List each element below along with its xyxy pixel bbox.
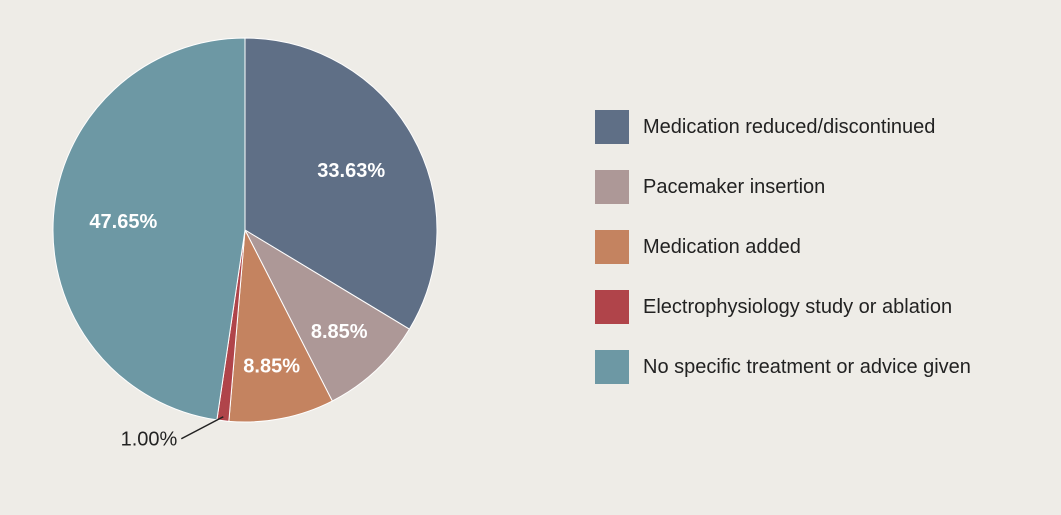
legend-swatch: [595, 290, 629, 324]
legend-item: Electrophysiology study or ablation: [595, 290, 971, 324]
legend-label: Pacemaker insertion: [643, 175, 826, 198]
legend: Medication reduced/discontinued Pacemake…: [595, 110, 971, 410]
legend-label: Medication reduced/discontinued: [643, 115, 936, 138]
legend-label: No specific treatment or advice given: [643, 355, 971, 378]
pie-chart: 33.63% 8.85% 8.85% 1.00% 47.65%: [52, 37, 438, 451]
pie-slices: [52, 37, 438, 423]
pie-slice: [243, 228, 411, 402]
pie-slice: [228, 228, 333, 423]
pie-slice-labels: 33.63% 8.85% 8.85% 1.00% 47.65%: [89, 160, 385, 451]
slice-label: 8.85%: [243, 356, 300, 378]
legend-swatch: [595, 170, 629, 204]
slice-label: 8.85%: [311, 321, 368, 343]
slice-label: 1.00%: [121, 429, 178, 451]
legend-item: Medication reduced/discontinued: [595, 110, 971, 144]
pie-slice: [244, 37, 438, 330]
legend-item: Medication added: [595, 230, 971, 264]
leader-line: [180, 416, 224, 440]
legend-item: No specific treatment or advice given: [595, 350, 971, 384]
legend-swatch: [595, 110, 629, 144]
slice-label: 47.65%: [89, 211, 157, 233]
legend-item: Pacemaker insertion: [595, 170, 971, 204]
legend-label: Medication added: [643, 235, 801, 258]
legend-swatch: [595, 230, 629, 264]
slice-label: 33.63%: [317, 160, 385, 182]
pie-slice: [52, 37, 246, 421]
legend-swatch: [595, 350, 629, 384]
legend-label: Electrophysiology study or ablation: [643, 295, 953, 318]
